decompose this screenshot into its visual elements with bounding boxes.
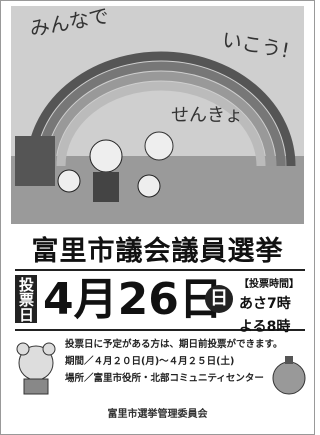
weekday: 日 — [205, 285, 233, 313]
open-time: あさ7時 — [239, 293, 305, 313]
illustration: みんなで いこう! せんきょ — [11, 6, 304, 224]
election-day: 投票日 4月26日 日 【投票時間】 あさ7時 よる8時 — [15, 269, 305, 331]
drawing-text: せんきょ — [171, 105, 243, 126]
organizer: 富里市選挙管理委員会 — [1, 405, 314, 420]
poster: みんなで いこう! せんきょ 富里市議会議員選挙 投票日 4月26日 日 【投票… — [0, 0, 315, 435]
notice-period: 期間／４月２０日(月)～４月２５日(土) — [65, 353, 305, 370]
notice: 投票日に予定がある方は、期日前投票ができます。 期間／４月２０日(月)～４月２５… — [65, 336, 305, 387]
hours-label: 【投票時間】 — [239, 275, 305, 290]
child-body — [93, 172, 119, 202]
child — [58, 170, 80, 192]
title: 富里市議会議員選挙 — [1, 229, 314, 268]
balloon — [145, 132, 173, 160]
mascot — [11, 341, 61, 396]
date: 4月26日 — [43, 273, 223, 327]
child — [138, 175, 160, 197]
day-label: 投票日 — [15, 275, 37, 323]
notice-place: 場所／富里市役所・北部コミュニティセンター — [65, 370, 305, 387]
child — [90, 140, 122, 172]
hours: 【投票時間】 あさ7時 よる8時 — [239, 275, 305, 339]
house — [15, 136, 55, 186]
notice-lead: 投票日に予定がある方は、期日前投票ができます。 — [65, 336, 305, 353]
close-time: よる8時 — [239, 316, 305, 336]
